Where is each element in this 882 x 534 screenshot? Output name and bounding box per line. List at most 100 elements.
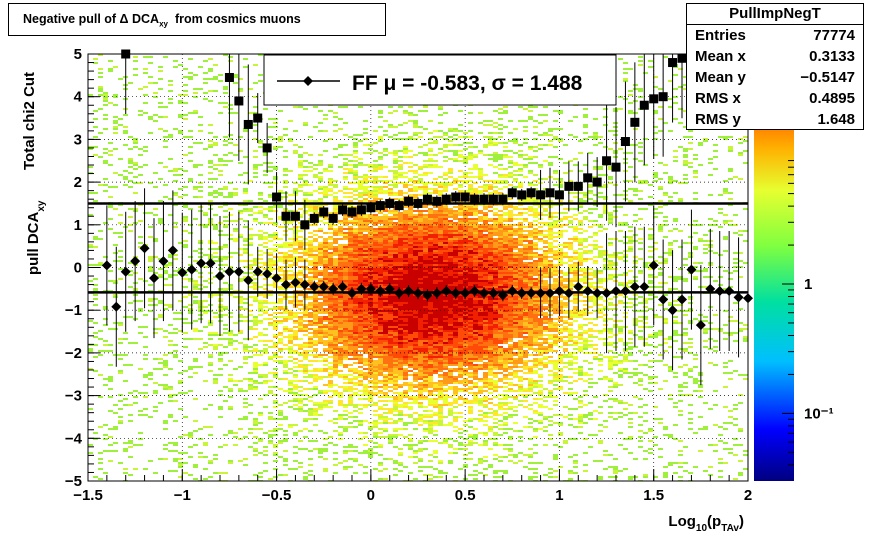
heatmap-cell: [233, 380, 238, 382]
heatmap-cell: [373, 252, 378, 254]
heatmap-cell: [393, 344, 398, 346]
heatmap-cell: [433, 216, 438, 218]
heatmap-cell: [268, 478, 273, 480]
heatmap-cell: [363, 358, 368, 360]
heatmap-cell: [373, 232, 378, 234]
heatmap-cell: [363, 258, 368, 260]
heatmap-cell: [363, 384, 368, 386]
heatmap-cell: [293, 394, 298, 396]
heatmap-cell: [263, 200, 268, 202]
heatmap-cell: [148, 56, 153, 58]
heatmap-cell: [193, 302, 198, 304]
heatmap-cell: [373, 426, 378, 428]
heatmap-cell: [113, 244, 118, 246]
heatmap-cell: [393, 260, 398, 262]
heatmap-cell: [218, 390, 223, 392]
heatmap-cell: [398, 298, 403, 300]
heatmap-cell: [428, 216, 433, 218]
heatmap-cell: [263, 344, 268, 346]
heatmap-cell: [433, 178, 438, 180]
heatmap-cell: [368, 334, 373, 336]
heatmap-cell: [398, 394, 403, 396]
heatmap-cell: [338, 238, 343, 240]
heatmap-cell: [428, 228, 433, 230]
heatmap-cell: [348, 282, 353, 284]
heatmap-cell: [418, 392, 423, 394]
heatmap-cell: [198, 318, 203, 320]
heatmap-cell: [383, 290, 388, 292]
heatmap-cell: [333, 322, 338, 324]
heatmap-cell: [418, 414, 423, 416]
heatmap-cell: [393, 234, 398, 236]
heatmap-cell: [413, 194, 418, 196]
heatmap-cell: [323, 300, 328, 302]
heatmap-cell: [328, 164, 333, 166]
heatmap-cell: [318, 264, 323, 266]
heatmap-cell: [168, 414, 173, 416]
heatmap-cell: [213, 164, 218, 166]
heatmap-cell: [308, 248, 313, 250]
heatmap-cell: [413, 338, 418, 340]
heatmap-cell: [288, 246, 293, 248]
heatmap-cell: [313, 388, 318, 390]
heatmap-cell: [393, 152, 398, 154]
heatmap-cell: [333, 276, 338, 278]
heatmap-cell: [373, 282, 378, 284]
heatmap-cell: [353, 278, 358, 280]
heatmap-cell: [343, 258, 348, 260]
heatmap-cell: [273, 418, 278, 420]
heatmap-cell: [303, 328, 308, 330]
heatmap-cell: [173, 344, 178, 346]
heatmap-cell: [363, 228, 368, 230]
heatmap-cell: [373, 194, 378, 196]
heatmap-cell: [253, 286, 258, 288]
heatmap-cell: [383, 338, 388, 340]
heatmap-cell: [433, 218, 438, 220]
heatmap-cell: [308, 284, 313, 286]
heatmap-cell: [368, 318, 373, 320]
heatmap-cell: [393, 178, 398, 180]
heatmap-cell: [418, 218, 423, 220]
heatmap-cell: [373, 254, 378, 256]
heatmap-cell: [343, 274, 348, 276]
heatmap-cell: [403, 110, 408, 112]
heatmap-cell: [333, 328, 338, 330]
heatmap-cell: [348, 350, 353, 352]
heatmap-cell: [388, 304, 393, 306]
heatmap-cell: [408, 472, 413, 474]
heatmap-cell: [348, 250, 353, 252]
heatmap-cell: [388, 212, 393, 214]
heatmap-cell: [148, 116, 153, 118]
heatmap-cell: [323, 266, 328, 268]
heatmap-cell: [388, 282, 393, 284]
heatmap-cell: [283, 170, 288, 172]
heatmap-cell: [108, 228, 113, 230]
heatmap-cell: [308, 210, 313, 212]
heatmap-cell: [333, 316, 338, 318]
heatmap-cell: [313, 260, 318, 262]
heatmap-cell: [213, 78, 218, 80]
heatmap-cell: [398, 278, 403, 280]
heatmap-cell: [368, 428, 373, 430]
heatmap-cell: [148, 266, 153, 268]
heatmap-cell: [263, 450, 268, 452]
heatmap-cell: [393, 154, 398, 156]
heatmap-cell: [403, 250, 408, 252]
heatmap-cell: [328, 300, 333, 302]
heatmap-cell: [328, 138, 333, 140]
heatmap-cell: [378, 326, 383, 328]
heatmap-cell: [178, 168, 183, 170]
heatmap-cell: [293, 314, 298, 316]
heatmap-cell: [163, 266, 168, 268]
heatmap-cell: [418, 266, 423, 268]
heatmap-cell: [338, 250, 343, 252]
heatmap-cell: [183, 204, 188, 206]
heatmap-cell: [408, 440, 413, 442]
heatmap-cell: [373, 274, 378, 276]
heatmap-cell: [263, 264, 268, 266]
heatmap-cell: [378, 164, 383, 166]
heatmap-cell: [248, 244, 253, 246]
heatmap-cell: [108, 460, 113, 462]
heatmap-cell: [263, 214, 268, 216]
heatmap-cell: [158, 300, 163, 302]
